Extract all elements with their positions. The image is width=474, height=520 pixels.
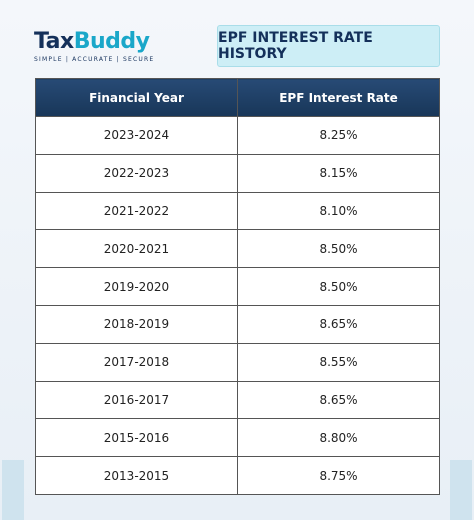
table-row: 2019-2020 8.50%	[35, 267, 440, 306]
table-row: 2023-2024 8.25%	[35, 116, 440, 155]
table-cell: 8.50%	[237, 229, 440, 269]
table-cell: 2019-2020	[35, 267, 238, 306]
table-cell: 2022-2023	[35, 153, 238, 193]
table-row: 2017-2018 8.55%	[35, 342, 440, 382]
tagline: SIMPLE | ACCURATE | SECURE	[34, 56, 155, 63]
table-row: 2018-2019 8.65%	[35, 304, 440, 344]
table-row: 2015-2016 8.80%	[35, 418, 440, 458]
table-cell: 2016-2017	[35, 380, 238, 420]
brand-part: Buddy	[73, 29, 150, 54]
table-cell: 2015-2016	[35, 418, 238, 458]
table-cell: 8.15%	[237, 153, 440, 193]
table-cell: 8.55%	[237, 342, 440, 382]
header-cell: Financial Year	[35, 78, 238, 117]
table-row: 2016-2017 8.65%	[35, 380, 440, 420]
table-cell: 2023-2024	[35, 116, 238, 155]
header-row: Financial Year EPF Interest Rate	[35, 78, 440, 117]
table-cell: 8.25%	[237, 116, 440, 155]
table-cell: 8.65%	[237, 304, 440, 344]
table-cell: 2013-2015	[35, 456, 238, 495]
table-cell: 8.75%	[237, 456, 440, 495]
rate-table: Financial Year EPF Interest Rate 2023-202…	[35, 78, 440, 495]
table-cell: 2021-2022	[35, 191, 238, 231]
table-row: 2020-2021 8.50%	[35, 229, 440, 269]
decoration	[2, 460, 24, 520]
table-cell: 2020-2021	[35, 229, 238, 269]
table-cell: 2017-2018	[35, 342, 238, 382]
decoration	[450, 460, 472, 520]
brand-part: Tax	[34, 29, 74, 54]
logo: TaxBuddy SIMPLE | ACCURATE | SECURE	[34, 30, 155, 64]
table-row: 2013-2015 8.75%	[35, 456, 440, 495]
table-cell: 8.80%	[237, 418, 440, 458]
table-row: 2021-2022 8.10%	[35, 191, 440, 231]
table-row: 2022-2023 8.15%	[35, 153, 440, 193]
table-cell: 8.50%	[237, 267, 440, 306]
brand: TaxBuddy	[34, 30, 154, 54]
table-cell: 2018-2019	[35, 304, 238, 344]
title: EPF INTEREST RATE HISTORY	[217, 25, 440, 67]
header-cell: EPF Interest Rate	[237, 78, 440, 117]
table-cell: 8.10%	[237, 191, 440, 231]
table-cell: 8.65%	[237, 380, 440, 420]
